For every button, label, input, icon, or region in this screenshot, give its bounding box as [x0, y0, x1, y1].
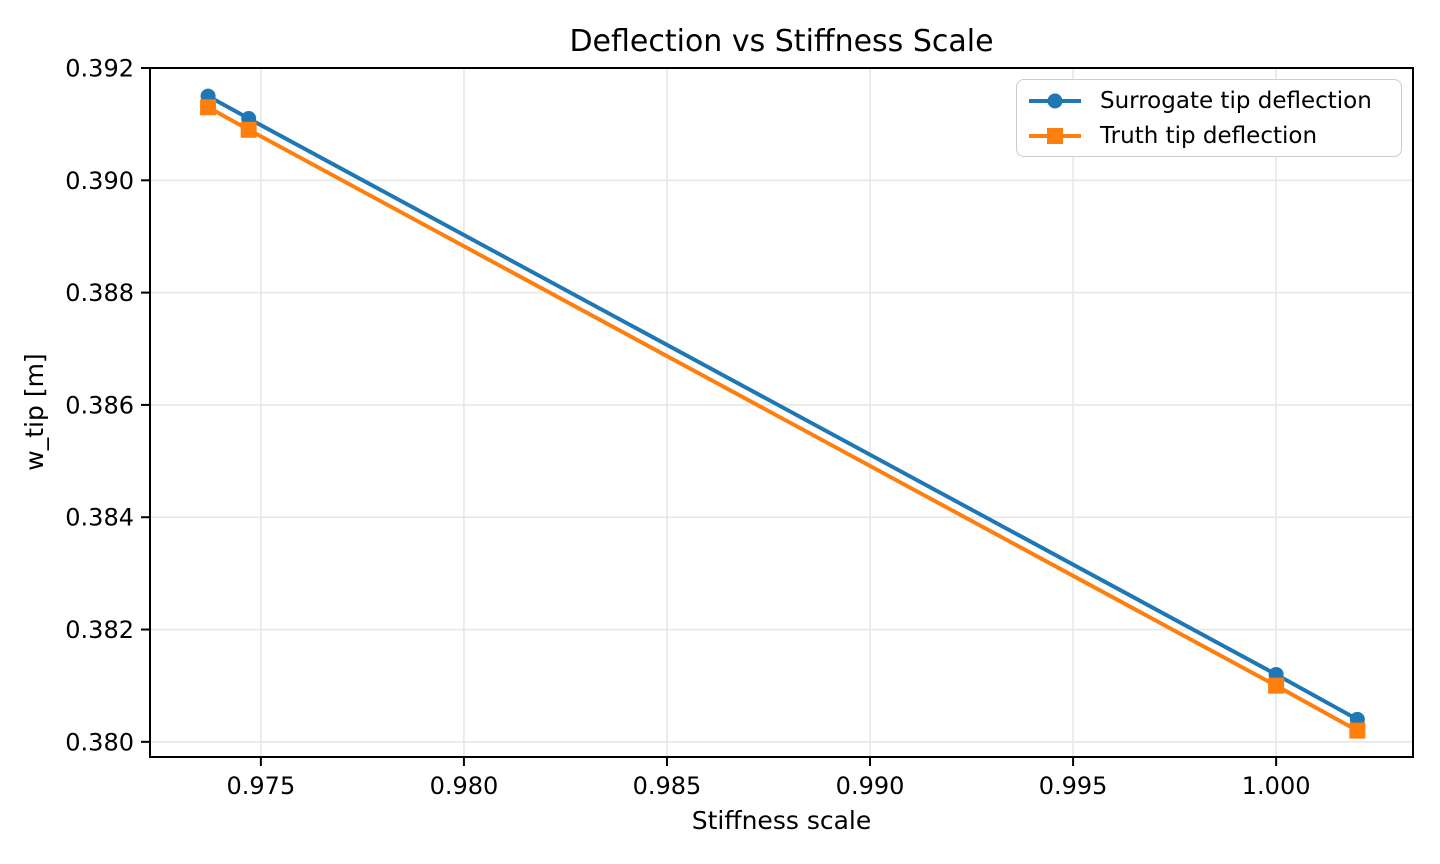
x-tick-label: 0.990: [836, 772, 905, 800]
square-marker: [1349, 722, 1366, 739]
y-tick-label: 0.390: [65, 167, 134, 195]
y-tick-label: 0.382: [65, 616, 134, 644]
x-axis-label: Stiffness scale: [691, 806, 872, 835]
y-tick-label: 0.392: [65, 55, 134, 83]
x-tick-label: 1.000: [1242, 772, 1311, 800]
y-axis-label: w_tip [m]: [20, 353, 49, 471]
legend-label: Truth tip deflection: [1100, 122, 1318, 149]
circle-marker-icon: [1029, 93, 1081, 108]
y-tick-label: 0.380: [65, 728, 134, 756]
x-tick-label: 0.975: [227, 772, 296, 800]
series-line: [206, 94, 1360, 722]
axes-frame: [149, 67, 1414, 758]
square-marker-icon: [1029, 127, 1081, 144]
y-tick-label: 0.388: [65, 279, 134, 307]
legend-label: Surrogate tip deflection: [1100, 87, 1372, 114]
x-tick-label: 0.985: [633, 772, 702, 800]
legend: Surrogate tip deflection Truth tip deflec…: [1016, 79, 1402, 157]
x-tick-label: 0.995: [1039, 772, 1108, 800]
x-tick-label: 0.980: [430, 772, 499, 800]
series-line: [206, 105, 1360, 733]
square-marker: [240, 121, 257, 138]
chart-title: Deflection vs Stiffness Scale: [569, 24, 994, 59]
square-marker: [1268, 677, 1285, 694]
y-tick-label: 0.386: [65, 391, 134, 419]
legend-item: Truth tip deflection: [1027, 123, 1391, 149]
legend-item: Surrogate tip deflection: [1027, 88, 1391, 114]
y-tick-label: 0.384: [65, 504, 134, 532]
square-marker: [200, 99, 217, 116]
